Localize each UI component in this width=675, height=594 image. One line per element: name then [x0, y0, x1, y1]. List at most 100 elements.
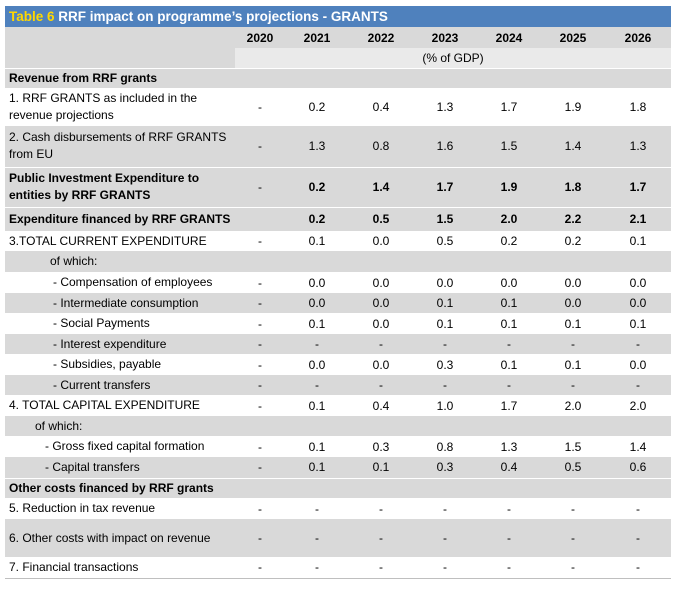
table-row: 5. Reduction in tax revenue - - - - - - …	[5, 498, 671, 519]
cell-value: 0.1	[285, 231, 349, 251]
cell-value: 1.4	[605, 436, 671, 457]
year-header: 2024	[477, 27, 541, 48]
cell-value: 0.1	[349, 457, 413, 478]
table-row: 6. Other costs with impact on revenue - …	[5, 519, 671, 557]
cell-value: 1.3	[413, 88, 477, 126]
table-row: Revenue from RRF grants	[5, 67, 671, 88]
row-label: - Interest expenditure	[5, 334, 235, 354]
cell-value: 1.8	[605, 88, 671, 126]
cell-value: -	[541, 519, 605, 557]
cell-value: 2.2	[541, 206, 605, 231]
cell-value: -	[235, 395, 285, 416]
cell-value: 0.1	[413, 293, 477, 313]
cell-value: -	[235, 557, 285, 578]
cell-value: -	[541, 498, 605, 519]
cell-value: 1.7	[413, 166, 477, 207]
cell-value: 2.0	[605, 395, 671, 416]
cell-value: 0.4	[477, 457, 541, 478]
cell-value: 1.5	[413, 206, 477, 231]
cell-value: 1.7	[605, 166, 671, 207]
cell-value: 1.5	[477, 126, 541, 167]
table-row: Other costs financed by RRF grants	[5, 477, 671, 498]
cell-value: 0.1	[413, 313, 477, 334]
cell-value: 0.2	[285, 88, 349, 126]
cell-value: 1.7	[477, 88, 541, 126]
row-label: 1. RRF GRANTS as included in the revenue…	[5, 88, 235, 126]
cell-value: -	[285, 557, 349, 578]
cell-value: 0.0	[605, 293, 671, 313]
cell-value: -	[413, 498, 477, 519]
cell-value: 0.1	[541, 313, 605, 334]
cell-value: 0.1	[541, 354, 605, 375]
table-row: - Social Payments - 0.1 0.0 0.1 0.1 0.1 …	[5, 313, 671, 334]
cell-value: -	[235, 88, 285, 126]
row-label: - Subsidies, payable	[5, 354, 235, 375]
cell-value: 1.3	[285, 126, 349, 167]
row-label: of which:	[5, 251, 235, 272]
table-row: - Current transfers - - - - - - -	[5, 375, 671, 395]
cell-value: 0.0	[349, 272, 413, 293]
cell-value: 0.0	[605, 272, 671, 293]
cell-value: 0.4	[349, 88, 413, 126]
cell-value: 0.0	[541, 293, 605, 313]
cell-value: 0.0	[605, 354, 671, 375]
cell-value: 0.0	[541, 272, 605, 293]
table-container: Table 6 RRF impact on programme’s projec…	[5, 6, 671, 579]
row-label: 4. TOTAL CAPITAL EXPENDITURE	[5, 395, 235, 416]
cell-value: 0.2	[285, 166, 349, 207]
cell-value: -	[349, 334, 413, 354]
rrf-grants-table: 2020 2021 2022 2023 2024 2025 2026 (% of…	[5, 27, 671, 579]
row-label: of which:	[5, 416, 235, 436]
table-row: of which:	[5, 416, 671, 436]
cell-value: 0.0	[285, 272, 349, 293]
cell-value: 0.1	[477, 313, 541, 334]
cell-value: -	[285, 375, 349, 395]
table-row: - Interest expenditure - - - - - - -	[5, 334, 671, 354]
cell-value: -	[235, 375, 285, 395]
cell-value: 0.0	[285, 293, 349, 313]
cell-value: 0.2	[541, 231, 605, 251]
table-row: Public Investment Expenditure to entitie…	[5, 166, 671, 207]
cell-value: 0.3	[349, 436, 413, 457]
cell-value: 0.0	[285, 354, 349, 375]
row-label: - Current transfers	[5, 375, 235, 395]
cell-value: 0.0	[349, 231, 413, 251]
cell-value: 0.4	[349, 395, 413, 416]
cell-value: 0.2	[477, 231, 541, 251]
cell-value: -	[605, 498, 671, 519]
unit-label: (% of GDP)	[235, 48, 671, 68]
year-header: 2023	[413, 27, 477, 48]
cell-value: -	[235, 313, 285, 334]
cell-value: -	[413, 519, 477, 557]
cell-value: -	[413, 334, 477, 354]
cell-value: 1.5	[541, 436, 605, 457]
cell-value: 1.4	[349, 166, 413, 207]
year-header: 2021	[285, 27, 349, 48]
table-number: Table 6	[9, 9, 55, 24]
cell-value: 0.6	[605, 457, 671, 478]
year-header-row: 2020 2021 2022 2023 2024 2025 2026	[5, 27, 671, 48]
table-row: - Gross fixed capital formation - 0.1 0.…	[5, 436, 671, 457]
cell-value: 0.1	[285, 457, 349, 478]
cell-value: -	[541, 375, 605, 395]
cell-value: -	[235, 166, 285, 207]
table-title-bar: Table 6 RRF impact on programme’s projec…	[5, 6, 671, 27]
table-row: - Subsidies, payable - 0.0 0.0 0.3 0.1 0…	[5, 354, 671, 375]
cell-value: -	[235, 519, 285, 557]
row-label: - Compensation of employees	[5, 272, 235, 293]
cell-value: -	[541, 334, 605, 354]
table-row: 7. Financial transactions - - - - - - -	[5, 557, 671, 578]
row-label: Revenue from RRF grants	[5, 67, 235, 88]
row-label: - Social Payments	[5, 313, 235, 334]
cell-value: 0.0	[413, 272, 477, 293]
cell-value: 2.0	[541, 395, 605, 416]
row-label: - Gross fixed capital formation	[5, 436, 235, 457]
cell-value: -	[349, 498, 413, 519]
table-row: 3.TOTAL CURRENT EXPENDITURE - 0.1 0.0 0.…	[5, 231, 671, 251]
cell-value: 0.0	[349, 354, 413, 375]
cell-value: -	[235, 457, 285, 478]
cell-value: -	[235, 272, 285, 293]
cell-value: 1.0	[413, 395, 477, 416]
year-header: 2026	[605, 27, 671, 48]
cell-value: -	[235, 231, 285, 251]
